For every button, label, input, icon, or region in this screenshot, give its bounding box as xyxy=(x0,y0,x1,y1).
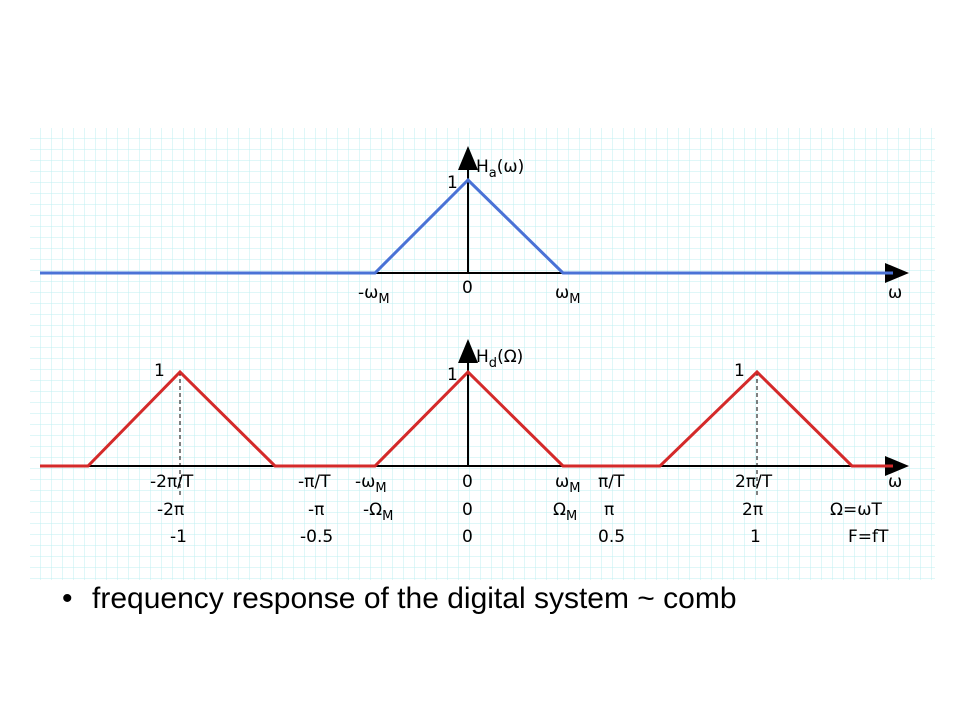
tick-label: ω xyxy=(888,472,902,492)
tick-label: 0.5 xyxy=(598,527,625,547)
tick-label: -1 xyxy=(170,527,187,547)
tick-label: 1 xyxy=(750,527,761,547)
label-part: ω xyxy=(555,283,569,303)
label-part: 0.5 xyxy=(598,527,625,547)
digital-response xyxy=(40,369,893,468)
label-part: (Ω) xyxy=(497,347,523,367)
tick-label: -π/T xyxy=(298,472,331,492)
label-part: -Ω xyxy=(363,500,382,520)
label-part: 2π/T xyxy=(735,472,773,492)
tick-label: -0.5 xyxy=(300,527,333,547)
tick-label: F=fT xyxy=(848,527,889,547)
label-part: -ω xyxy=(355,472,375,492)
label-part: H xyxy=(476,157,489,177)
label-part: -0.5 xyxy=(300,527,333,547)
label-part: 1 xyxy=(750,527,761,547)
label-part: a xyxy=(489,166,497,181)
y-axis-label: Hd(Ω) xyxy=(476,347,523,371)
label-part: M xyxy=(566,509,577,524)
tick-label: -ωM xyxy=(358,283,390,307)
label-part: F=fT xyxy=(848,527,889,547)
label-part: M xyxy=(382,509,393,524)
label-part: 0 xyxy=(462,500,473,520)
peak-label: 1 xyxy=(447,365,458,385)
tick-label: Ω=ωT xyxy=(830,500,882,520)
tick-label: -ωM xyxy=(355,472,387,496)
label-part: -1 xyxy=(170,527,187,547)
label-part: (ω) xyxy=(497,157,525,177)
label-part: d xyxy=(489,356,497,371)
label-part: 0 xyxy=(462,472,473,492)
label-part: 0 xyxy=(462,527,473,547)
label-part: M xyxy=(378,292,389,307)
label-part: Ω=ωT xyxy=(830,500,882,520)
label-part: -ω xyxy=(358,283,378,303)
tick-label: 0 xyxy=(462,500,473,520)
tick-label: 0 xyxy=(462,472,473,492)
tick-label: ΩM xyxy=(553,500,577,524)
tick-label: ω xyxy=(888,283,902,303)
label-part: M xyxy=(569,292,580,307)
peak-label: 1 xyxy=(154,361,165,381)
tick-label: -2π xyxy=(157,500,184,520)
tick-label: 0 xyxy=(462,278,473,298)
label-part: ω xyxy=(888,472,902,492)
label-part: H xyxy=(476,347,489,367)
label-part: -π xyxy=(308,500,324,520)
bullet: • xyxy=(62,582,73,615)
tick-label: -π xyxy=(308,500,324,520)
analog-response xyxy=(40,177,893,275)
label-part: π xyxy=(604,500,614,520)
tick-label: 2π xyxy=(742,500,763,520)
peak-label: 1 xyxy=(447,173,458,193)
tick-label: -2π/T xyxy=(150,472,194,492)
label-part: -π/T xyxy=(298,472,331,492)
label-part: Ω xyxy=(553,500,566,520)
label-part: 0 xyxy=(462,278,473,298)
grid-background xyxy=(30,128,935,580)
peak-label: 1 xyxy=(734,361,745,381)
caption: frequency response of the digital system… xyxy=(92,582,737,615)
y-axis-label: Ha(ω) xyxy=(476,157,524,181)
tick-label: 2π/T xyxy=(735,472,773,492)
tick-label: π xyxy=(604,500,614,520)
tick-label: ωM xyxy=(555,283,580,307)
label-part: 2π xyxy=(742,500,763,520)
label-part: -2π/T xyxy=(150,472,194,492)
label-part: π/T xyxy=(598,472,625,492)
tick-label: 0 xyxy=(462,527,473,547)
tick-label: ωM xyxy=(555,472,580,496)
label-part: M xyxy=(569,481,580,496)
label-part: -2π xyxy=(157,500,184,520)
tick-label: π/T xyxy=(598,472,625,492)
tick-label: -ΩM xyxy=(363,500,393,524)
label-part: M xyxy=(375,481,386,496)
label-part: ω xyxy=(888,283,902,303)
label-part: ω xyxy=(555,472,569,492)
